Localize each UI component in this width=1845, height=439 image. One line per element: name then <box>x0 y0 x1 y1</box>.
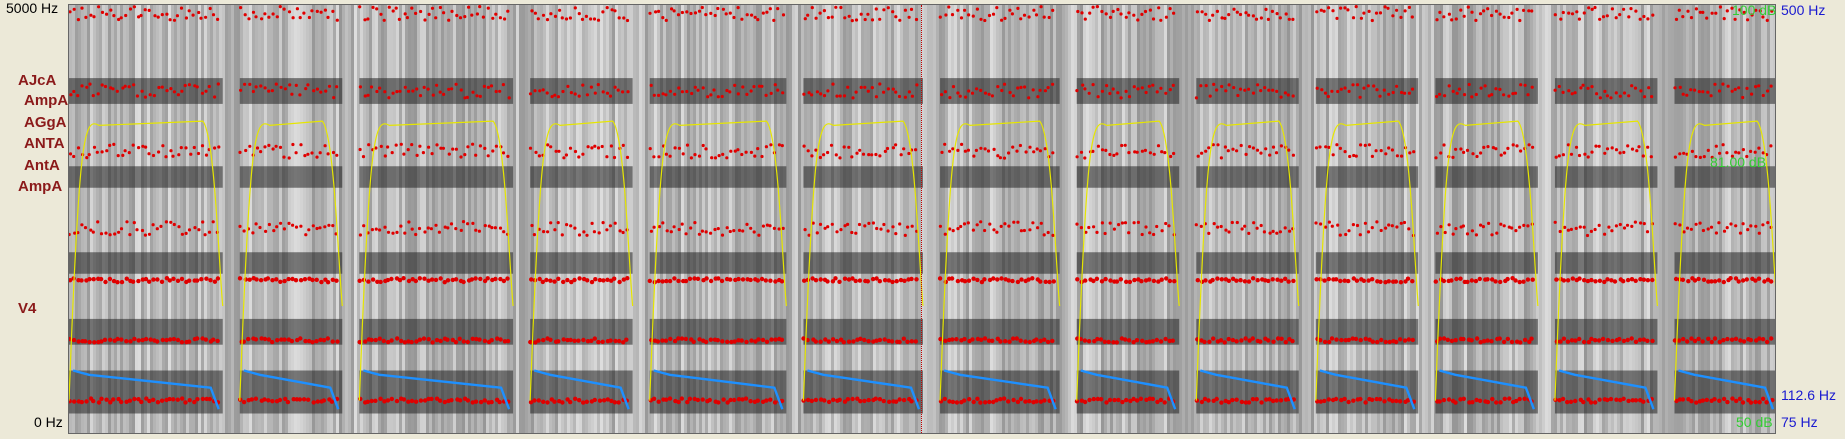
left-axis: 5000 Hz AJcA AmpA AGgA ANTA AntA AmpA V4… <box>0 0 68 439</box>
time-cursor[interactable] <box>921 5 923 433</box>
tier-label-4: ANTA <box>24 135 65 152</box>
formant-tracks <box>69 5 1775 405</box>
tier-label-3: AGgA <box>24 114 67 131</box>
spectrogram-panel[interactable] <box>68 4 1776 434</box>
freq-bottom-label: 0 Hz <box>34 414 63 430</box>
intensity-mid-label: 81.00 dB <box>1710 154 1767 170</box>
spectrogram-plot[interactable] <box>69 5 1776 434</box>
pitch-current-label: 112.6 Hz <box>1781 387 1836 403</box>
intensity-bottom-label: 50 dB <box>1736 414 1773 430</box>
pitch-top-label: 500 Hz <box>1781 2 1826 18</box>
tier-label-7: V4 <box>18 300 37 317</box>
tier-label-2: AmpA <box>24 92 69 109</box>
intensity-curve <box>69 120 1775 401</box>
tier-label-5: AntA <box>24 157 60 174</box>
right-axis: 100 dB 500 Hz 81.00 dB 112.6 Hz 50 dB 75… <box>1710 0 1845 439</box>
freq-top-label: 5000 Hz <box>6 0 59 16</box>
spectrogram-texture <box>69 5 1775 433</box>
pitch-curve <box>72 369 1775 410</box>
tier-label-1: AJcA <box>18 72 57 89</box>
tier-label-6: AmpA <box>18 178 63 195</box>
intensity-top-label: 100 dB <box>1732 2 1777 18</box>
pitch-bottom-label: 75 Hz <box>1781 414 1818 430</box>
